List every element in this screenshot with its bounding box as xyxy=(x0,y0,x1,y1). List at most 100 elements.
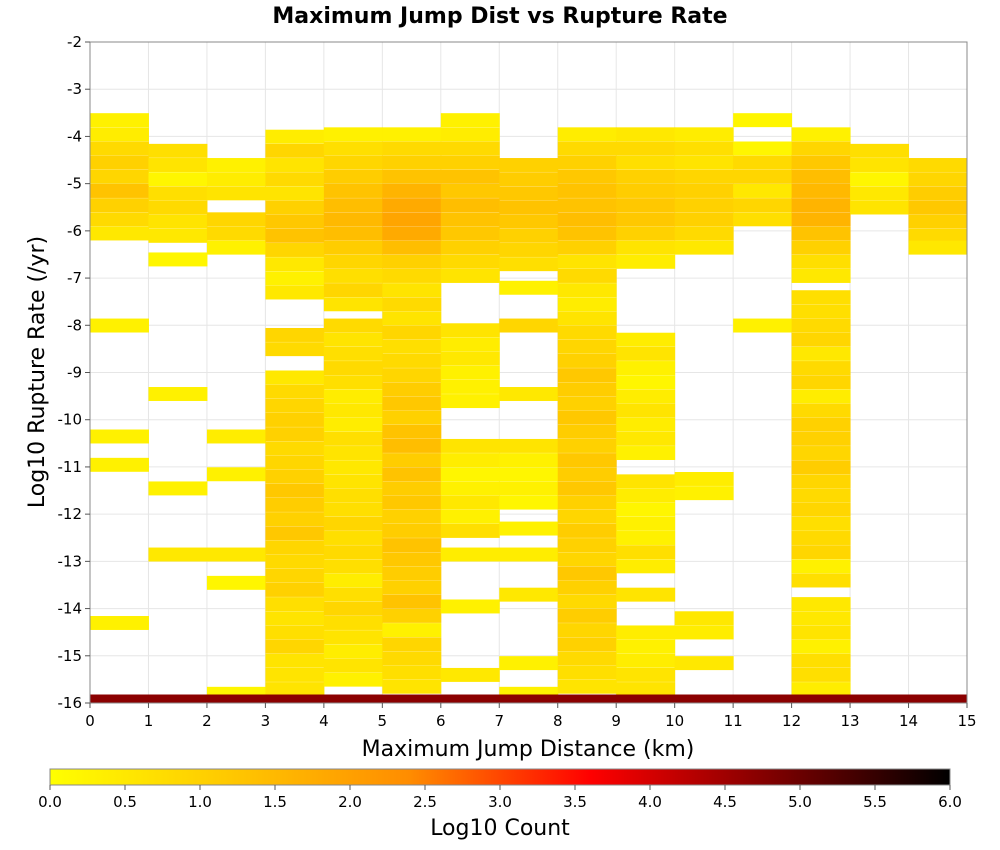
heatmap-cell xyxy=(557,325,617,340)
heatmap-cell xyxy=(557,339,617,354)
heatmap-cell xyxy=(733,155,793,170)
heatmap-cell xyxy=(557,297,617,312)
heatmap-cell xyxy=(440,667,500,682)
heatmap-cell xyxy=(791,389,851,404)
heatmap-cell xyxy=(616,431,676,446)
heatmap-cell xyxy=(850,143,910,158)
heatmap-cell xyxy=(557,481,617,496)
heatmap-cell xyxy=(557,566,617,581)
heatmap-cell xyxy=(323,531,383,545)
heatmap-cell xyxy=(440,394,500,409)
heatmap-cell xyxy=(791,198,851,213)
heatmap-cell xyxy=(382,424,442,439)
heatmap-cell xyxy=(90,198,149,213)
heatmap-cell xyxy=(90,429,149,444)
heatmap-cell xyxy=(791,318,851,333)
x-tick-label: 2 xyxy=(202,712,212,730)
colorbar-tick-label: 4.0 xyxy=(638,793,662,811)
heatmap-cell xyxy=(323,375,383,390)
heatmap-cell xyxy=(265,158,325,172)
heatmap-cell xyxy=(616,226,676,241)
heatmap-cell xyxy=(382,127,442,142)
heatmap-cell xyxy=(382,481,442,496)
colorbar-tick-label: 5.0 xyxy=(788,793,812,811)
heatmap-cell xyxy=(90,169,149,184)
heatmap-cell xyxy=(616,375,676,390)
heatmap-cell xyxy=(440,599,500,614)
heatmap-cell xyxy=(323,644,383,659)
heatmap-cell xyxy=(323,446,383,460)
heatmap-cell xyxy=(616,240,676,255)
heatmap-cell xyxy=(323,297,383,312)
heatmap-cell xyxy=(265,469,325,484)
heatmap-cell xyxy=(616,198,676,213)
heatmap-cell xyxy=(265,384,325,399)
heatmap-cell xyxy=(148,158,208,172)
heatmap-cell xyxy=(440,523,500,538)
colorbar-tick-label: 4.5 xyxy=(713,793,737,811)
heatmap-cell xyxy=(616,389,676,404)
heatmap-cell xyxy=(440,169,500,184)
heatmap-cell xyxy=(323,431,383,446)
heatmap-cell xyxy=(206,186,266,201)
heatmap-cell xyxy=(616,127,676,142)
heatmap-cell xyxy=(323,155,383,170)
heatmap-cell xyxy=(265,483,325,498)
heatmap-cell xyxy=(90,457,149,472)
heatmap-cell xyxy=(557,453,617,468)
heatmap-cell xyxy=(323,672,383,687)
x-tick-label: 15 xyxy=(957,712,976,730)
heatmap-cell xyxy=(265,186,325,201)
heatmap-cell xyxy=(499,172,559,187)
heatmap-cell xyxy=(616,545,676,560)
heatmap-cell xyxy=(674,611,734,626)
heatmap-cell xyxy=(440,467,500,482)
heatmap-cell xyxy=(616,346,676,361)
heatmap-cell xyxy=(791,516,851,531)
heatmap-cell xyxy=(557,594,617,609)
heatmap-cell xyxy=(791,488,851,503)
heatmap-cell xyxy=(90,113,149,128)
heatmap-cell xyxy=(323,169,383,184)
colorbar-tick-label: 6.0 xyxy=(938,793,962,811)
heatmap-cell xyxy=(674,472,734,486)
x-tick-label: 10 xyxy=(665,712,684,730)
heatmap-cell xyxy=(148,200,208,215)
heatmap-cell xyxy=(791,183,851,198)
heatmap-cell xyxy=(733,113,793,128)
y-axis-label: Log10 Rupture Rate (/yr) xyxy=(25,236,50,508)
heatmap-cell xyxy=(382,169,442,184)
heatmap-cell xyxy=(616,446,676,460)
heatmap-cell xyxy=(382,665,442,680)
y-tick-label: -3 xyxy=(67,80,82,98)
heatmap-cell xyxy=(791,639,851,654)
heatmap-cell xyxy=(733,198,793,213)
heatmap-cell xyxy=(265,526,325,541)
heatmap-cell xyxy=(440,547,500,562)
x-tick-label: 5 xyxy=(378,712,388,730)
heatmap-cell xyxy=(791,559,851,574)
heatmap-cell xyxy=(791,155,851,170)
heatmap-cell xyxy=(557,509,617,524)
heatmap-cell xyxy=(148,387,208,401)
heatmap-cell xyxy=(557,580,617,595)
heatmap-cell xyxy=(323,488,383,503)
heatmap-cell xyxy=(265,554,325,569)
heatmap-cell xyxy=(850,172,910,187)
y-tick-label: -16 xyxy=(58,694,83,712)
heatmap-cell xyxy=(265,370,325,385)
heatmap-cell xyxy=(440,495,500,510)
heatmap-cell xyxy=(791,346,851,361)
x-tick-label: 3 xyxy=(261,712,271,730)
heatmap-cell xyxy=(791,531,851,545)
heatmap-cell xyxy=(265,625,325,640)
heatmap-cell xyxy=(323,616,383,630)
heatmap-cell xyxy=(557,608,617,623)
heatmap-cell xyxy=(440,254,500,269)
heatmap-cell xyxy=(499,656,559,671)
heatmap-cell xyxy=(382,368,442,383)
heatmap-cell xyxy=(557,240,617,255)
heatmap-cell xyxy=(616,361,676,376)
heatmap-cell xyxy=(265,611,325,626)
heatmap-cell xyxy=(90,212,149,227)
